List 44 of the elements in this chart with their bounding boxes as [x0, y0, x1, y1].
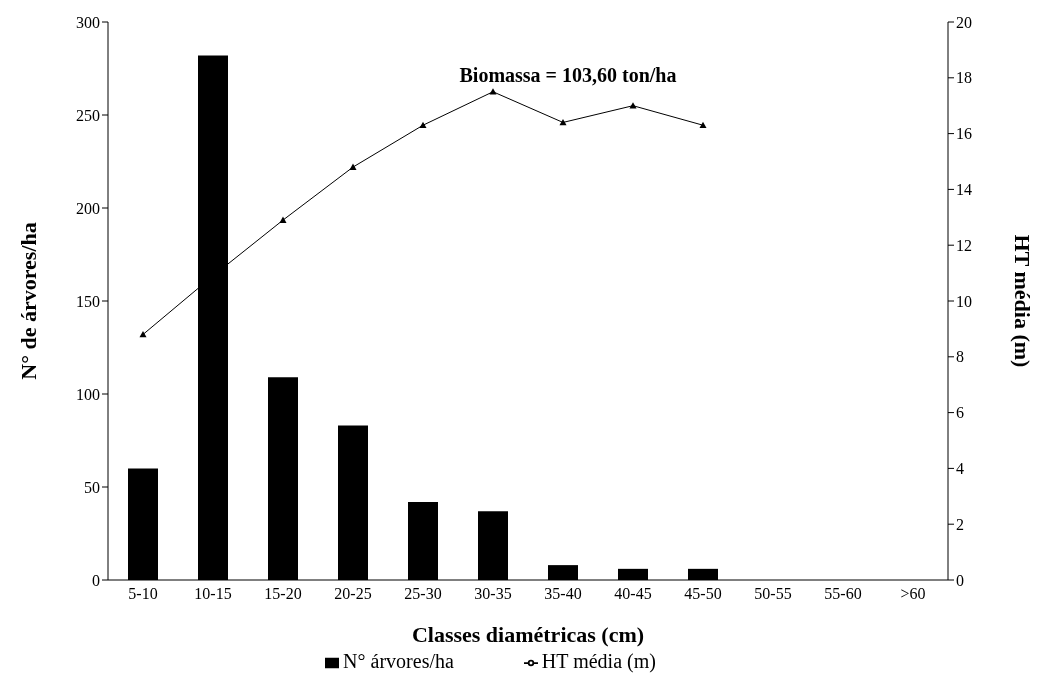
x-axis-title: Classes diamétricas (cm) — [411, 622, 645, 647]
x-tick-label: 50-55 — [754, 585, 792, 603]
point — [699, 121, 707, 129]
y-tick-label: 200 — [76, 199, 100, 217]
y2-tick-label: 10 — [956, 292, 972, 310]
x-tick-label: 30-35 — [474, 585, 512, 603]
annotation: Biomassa = 103,60 ton/ha — [458, 64, 678, 87]
legend-label: HT média (m) — [541, 650, 656, 672]
y2-tick-label: 12 — [956, 236, 972, 254]
y2-tick-label: 18 — [956, 69, 972, 87]
y2-tick-label: 0 — [956, 571, 964, 589]
y-tick-label: 0 — [92, 571, 100, 589]
y2-axis-title: HT média (m) — [1010, 234, 1036, 368]
x-tick-label: 5-10 — [128, 585, 158, 603]
y-tick-label: 150 — [76, 292, 100, 310]
y2-tick-label: 20 — [956, 13, 972, 31]
y-tick-label: 250 — [76, 106, 100, 124]
x-tick-label: 10-15 — [194, 585, 232, 603]
y2-tick-label: 14 — [956, 181, 972, 199]
y-axis-title: N° de árvores/ha — [15, 222, 41, 380]
legend-label: N° árvores/ha — [343, 650, 454, 672]
y-tick-label: 100 — [76, 385, 100, 403]
x-tick-label: 45-50 — [684, 585, 722, 603]
y-tick-label: 50 — [84, 478, 100, 496]
y2-tick-label: 8 — [956, 348, 964, 366]
x-tick-label: 40-45 — [614, 585, 652, 603]
point — [559, 118, 567, 126]
y2-tick-label: 2 — [956, 515, 964, 533]
point — [629, 102, 637, 109]
x-tick-label: 55-60 — [824, 585, 862, 603]
y-tick-label: 300 — [76, 13, 100, 31]
point — [349, 163, 357, 170]
y2-tick-label: 4 — [956, 460, 964, 478]
y2-tick-label: 6 — [956, 404, 964, 422]
x-tick-label: 15-20 — [264, 585, 302, 603]
x-tick-label: 35-40 — [544, 585, 582, 603]
y2-tick-label: 16 — [956, 125, 972, 143]
point — [419, 121, 427, 129]
point — [489, 88, 497, 95]
x-tick-label: 25-30 — [404, 585, 442, 603]
x-tick-label: 20-25 — [334, 585, 372, 603]
point — [139, 330, 147, 338]
point — [279, 216, 287, 223]
x-tick-label: >60 — [900, 585, 926, 603]
